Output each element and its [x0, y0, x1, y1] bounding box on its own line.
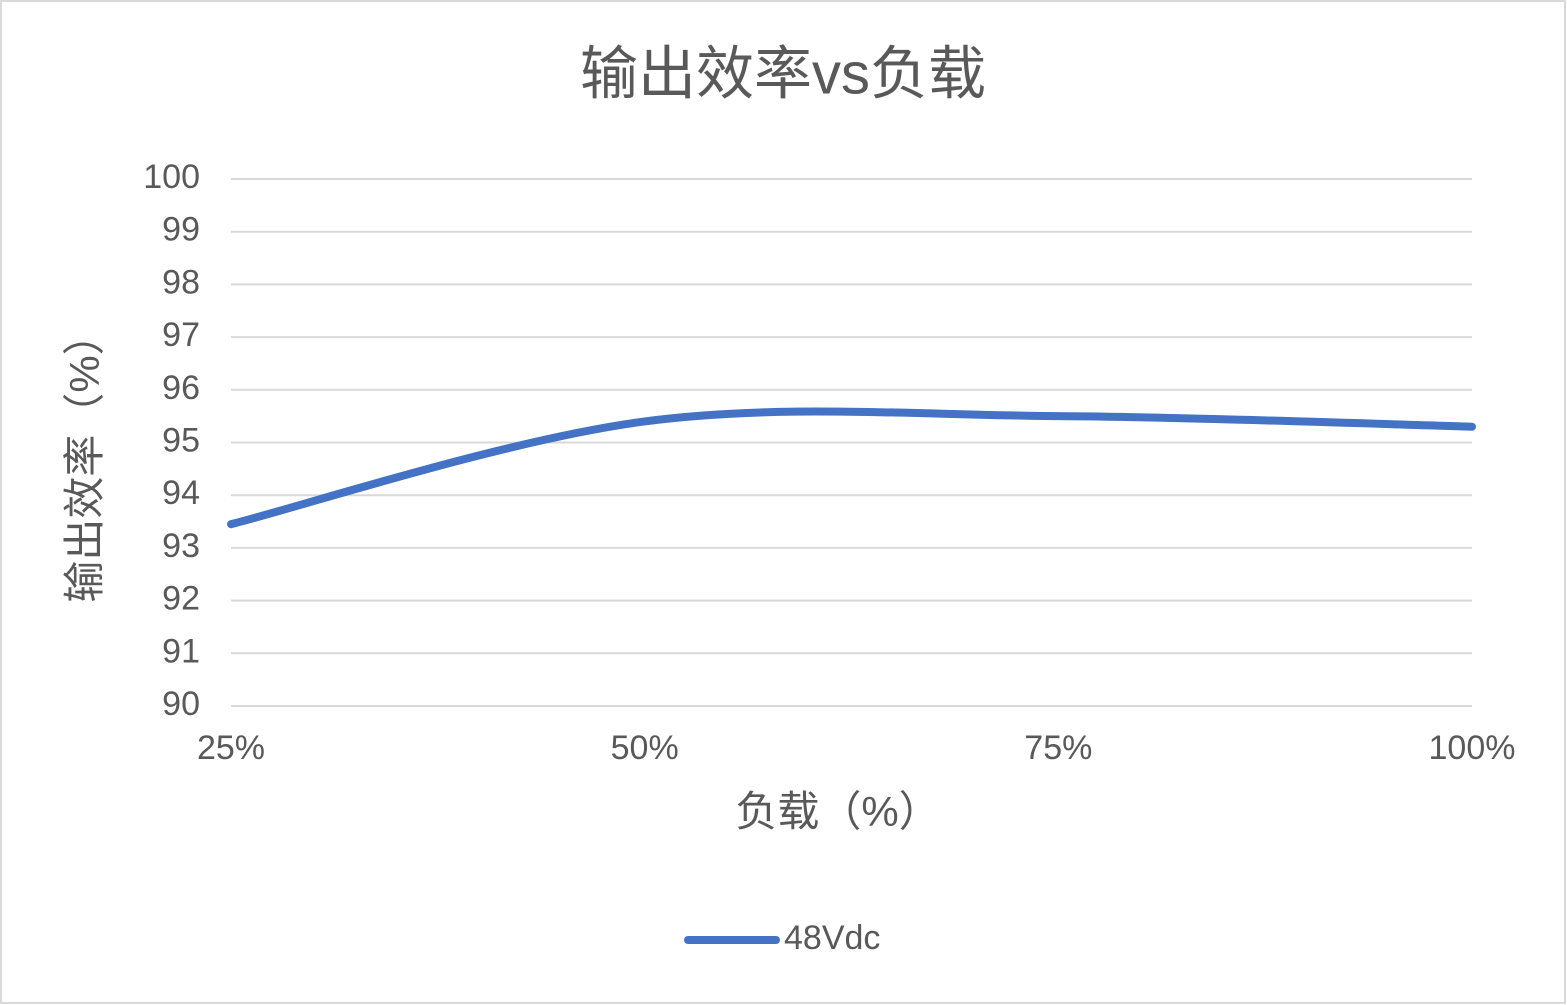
x-tick-label: 75%: [1024, 729, 1092, 767]
x-tick-label: 100%: [1429, 729, 1516, 767]
y-tick-label: 100: [143, 158, 200, 196]
legend-label: 48Vdc: [784, 919, 880, 957]
y-tick-label: 93: [162, 527, 200, 565]
y-tick-label: 95: [162, 421, 200, 459]
y-axis-title: 输出效率（%）: [61, 313, 108, 602]
y-tick-label: 99: [162, 211, 200, 249]
y-tick-label: 97: [162, 316, 200, 354]
y-tick-label: 92: [162, 580, 200, 618]
y-tick-label: 94: [162, 474, 200, 512]
y-tick-label: 96: [162, 369, 200, 407]
y-tick-label: 98: [162, 263, 200, 301]
x-tick-label: 50%: [611, 729, 679, 767]
x-tick-label: 25%: [197, 729, 265, 767]
y-tick-label: 90: [162, 685, 200, 723]
x-axis-title: 负载（%）: [735, 788, 940, 835]
chart-title: 输出效率vs负载: [580, 41, 986, 106]
y-tick-label: 91: [162, 632, 200, 670]
data-line: [227, 407, 1476, 529]
